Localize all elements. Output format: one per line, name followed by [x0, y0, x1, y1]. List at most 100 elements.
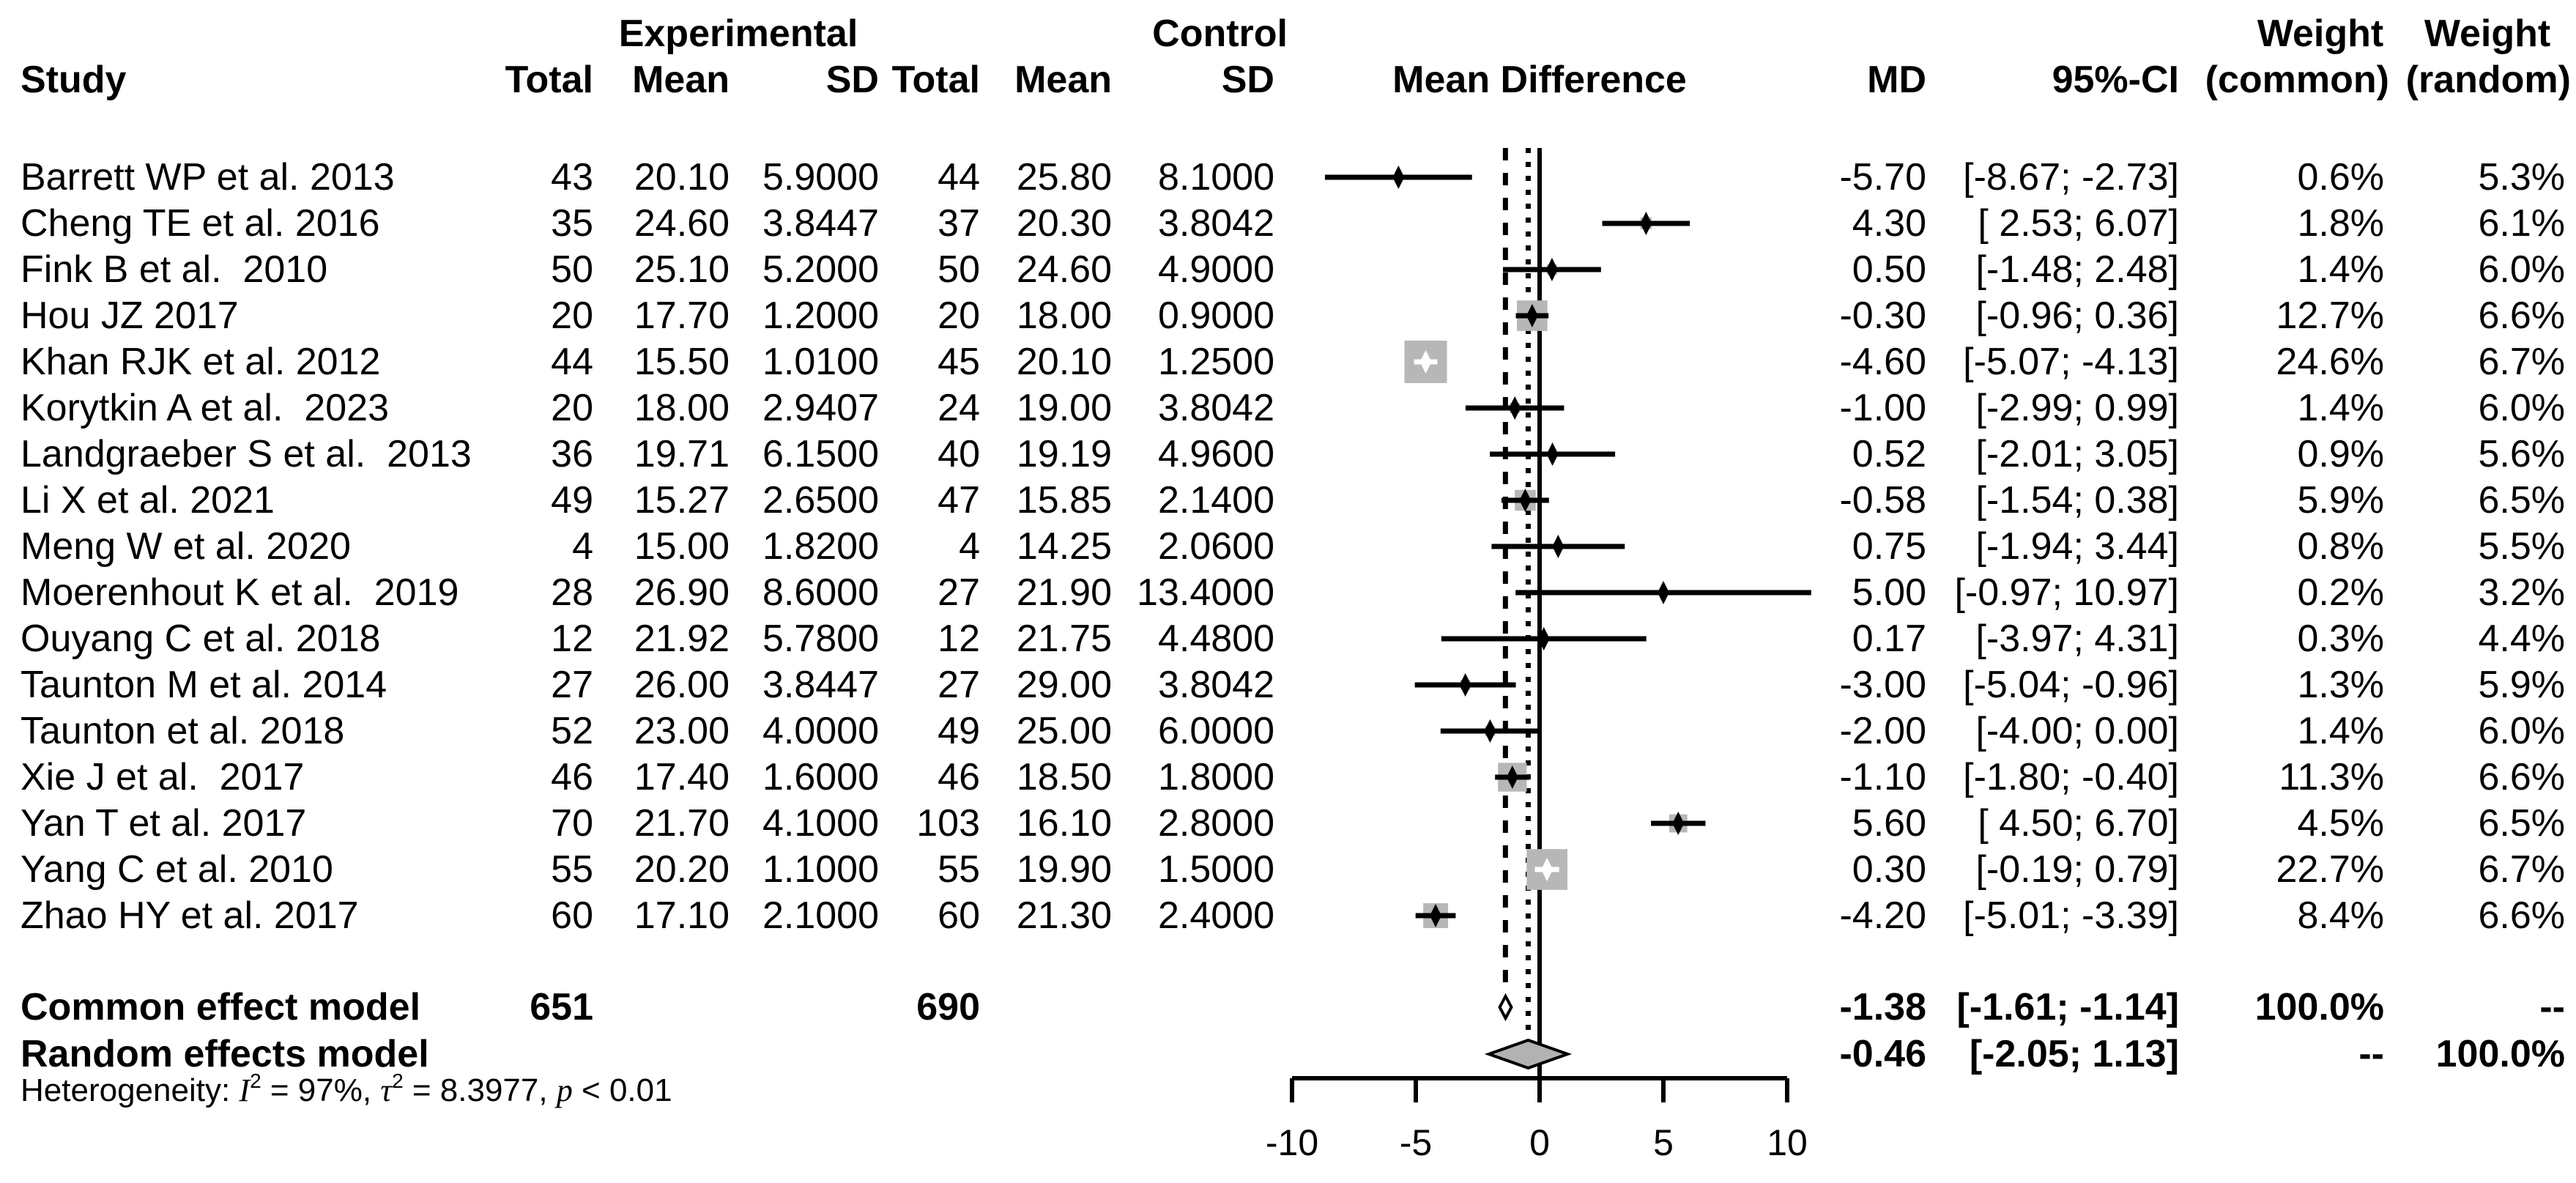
cell-mean-experimental: 23.00 — [634, 710, 730, 752]
cell-sd-experimental: 6.1500 — [762, 433, 879, 475]
point-estimate-marker — [1430, 904, 1442, 927]
cell-md: 0.30 — [1852, 848, 1926, 891]
point-estimate-marker — [1658, 581, 1669, 604]
cell-sd-control: 8.1000 — [1157, 156, 1274, 199]
cell-ci: [-2.01; 3.05] — [1975, 433, 2179, 475]
cell-total-experimental: 60 — [551, 894, 593, 937]
cell-weight-random: 6.0% — [2478, 387, 2565, 429]
cell-weight-random: 6.1% — [2478, 202, 2565, 245]
cell-total-control: 20 — [938, 294, 980, 337]
study-name: Taunton et al. 2018 — [21, 710, 345, 752]
het-i-sup: 2 — [250, 1069, 261, 1092]
table-row-study: Meng W et al. 2020 4 15.00 1.8200 4 14.25 2.06… — [0, 524, 2576, 569]
cell-mean-experimental: 24.60 — [634, 202, 730, 245]
cell-total-experimental: 44 — [551, 341, 593, 383]
cell-mean-control: 15.85 — [1016, 479, 1112, 522]
cell-md: -1.10 — [1839, 756, 1926, 798]
col-header-weight-random-top: Weight — [2424, 12, 2551, 55]
cell-mean-experimental: 26.00 — [634, 664, 730, 706]
table-row-study: Yan T et al. 2017 70 21.70 4.1000 103 16.10 2.… — [0, 801, 2576, 846]
study-name: Ouyang C et al. 2018 — [21, 618, 381, 660]
cell-ci: [-2.05; 1.13] — [1969, 1033, 2179, 1075]
cell-sd-experimental: 1.2000 — [762, 294, 879, 337]
cell-md: 4.30 — [1852, 202, 1926, 245]
het-tau-symbol: τ — [380, 1072, 393, 1108]
x-axis-tick-label: 5 — [1653, 1122, 1674, 1163]
cell-total-experimental: 43 — [551, 156, 593, 199]
cell-md: 5.60 — [1852, 802, 1926, 845]
cell-ci: [-1.48; 2.48] — [1975, 248, 2179, 291]
cell-mean-experimental: 19.71 — [634, 433, 730, 475]
cell-ci: [-5.07; -4.13] — [1963, 341, 2179, 383]
cell-sd-control: 1.5000 — [1157, 848, 1274, 891]
cell-mean-experimental: 15.00 — [634, 525, 730, 568]
common-effect-label: Common effect model — [21, 986, 421, 1028]
cell-weight-common: 1.8% — [2297, 202, 2384, 245]
cell-mean-experimental: 17.70 — [634, 294, 730, 337]
table-row-study: Taunton et al. 2018 52 23.00 4.0000 49 25.00 6… — [0, 708, 2576, 754]
table-row-random-effects: Random effects model -0.46 [-2.05; 1.13] --… — [0, 1031, 2576, 1077]
cell-weight-common: 1.4% — [2297, 387, 2384, 429]
study-name: Yang C et al. 2010 — [21, 848, 333, 891]
point-estimate-marker — [1392, 166, 1405, 189]
cell-weight-random: 100.0% — [2435, 1033, 2565, 1075]
point-estimate-marker — [1672, 812, 1685, 835]
het-i-symbol: I — [239, 1072, 250, 1108]
table-row-study: Cheng TE et al. 2016 35 24.60 3.8447 37 20.30… — [0, 201, 2576, 246]
cell-ci: [ 2.53; 6.07] — [1978, 202, 2179, 245]
point-estimate-marker — [1506, 765, 1518, 789]
cell-mean-control: 18.00 — [1016, 294, 1112, 337]
cell-ci: [-0.96; 0.36] — [1975, 294, 2179, 337]
col-header-ci: 95%-CI — [2052, 59, 2179, 101]
cell-weight-common: 0.8% — [2297, 525, 2384, 568]
cell-sd-experimental: 2.9407 — [762, 387, 879, 429]
study-name: Li X et al. 2021 — [21, 479, 275, 522]
x-axis-tick-label: 0 — [1529, 1122, 1550, 1163]
cell-total-experimental: 20 — [551, 294, 593, 337]
cell-sd-control: 2.8000 — [1157, 802, 1274, 845]
cell-total-experimental: 35 — [551, 202, 593, 245]
cell-md: -1.38 — [1839, 986, 1926, 1028]
cell-mean-control: 16.10 — [1016, 802, 1112, 845]
cell-sd-control: 3.8042 — [1157, 664, 1274, 706]
x-axis-tick-label: 10 — [1767, 1122, 1808, 1163]
cell-sd-experimental: 2.1000 — [762, 894, 879, 937]
cell-ci: [-2.99; 0.99] — [1975, 387, 2179, 429]
cell-sd-control: 2.0600 — [1157, 525, 1274, 568]
cell-ci: [-0.97; 10.97] — [1954, 571, 2179, 614]
cell-total-experimental: 28 — [551, 571, 593, 614]
table-row-common-effect: Common effect model 651 690 -1.38 [-1.61; -1… — [0, 984, 2576, 1030]
cell-md: 0.75 — [1852, 525, 1926, 568]
cell-sd-control: 2.4000 — [1157, 894, 1274, 937]
cell-total-experimental: 651 — [530, 986, 593, 1028]
diamond-common-effect — [1498, 993, 1513, 1022]
point-estimate-marker — [1484, 719, 1496, 743]
col-header-total-control: Total — [891, 59, 980, 101]
cell-md: -0.46 — [1839, 1033, 1926, 1075]
cell-sd-control: 4.9000 — [1157, 248, 1274, 291]
cell-weight-random: 4.4% — [2478, 618, 2565, 660]
table-row-study: Khan RJK et al. 2012 44 15.50 1.0100 45 20.10… — [0, 339, 2576, 385]
cell-mean-experimental: 21.92 — [634, 618, 730, 660]
cell-mean-control: 14.25 — [1016, 525, 1112, 568]
study-name: Barrett WP et al. 2013 — [21, 156, 395, 199]
heterogeneity-note: Heterogeneity: I2 = 97%, τ2 = 8.3977, p … — [21, 1069, 672, 1114]
study-name: Meng W et al. 2020 — [21, 525, 351, 568]
cell-total-control: 50 — [938, 248, 980, 291]
cell-md: -0.30 — [1839, 294, 1926, 337]
table-row-study: Xie J et al. 2017 46 17.40 1.6000 46 18.50 1.8… — [0, 754, 2576, 800]
study-name: Zhao HY et al. 2017 — [21, 894, 359, 937]
cell-mean-control: 20.30 — [1016, 202, 1112, 245]
cell-mean-experimental: 18.00 — [634, 387, 730, 429]
cell-mean-experimental: 21.70 — [634, 802, 730, 845]
cell-weight-common: 1.3% — [2297, 664, 2384, 706]
cell-sd-experimental: 1.8200 — [762, 525, 879, 568]
table-row-study: Landgraeber S et al. 2013 36 19.71 6.1500 40… — [0, 431, 2576, 477]
cell-total-experimental: 70 — [551, 802, 593, 845]
cell-mean-control: 29.00 — [1016, 664, 1112, 706]
cell-ci: [-1.80; -0.40] — [1963, 756, 2179, 798]
cell-total-experimental: 46 — [551, 756, 593, 798]
cell-sd-experimental: 4.1000 — [762, 802, 879, 845]
cell-weight-common: 5.9% — [2297, 479, 2384, 522]
plot-title: Mean Difference — [1392, 59, 1687, 101]
